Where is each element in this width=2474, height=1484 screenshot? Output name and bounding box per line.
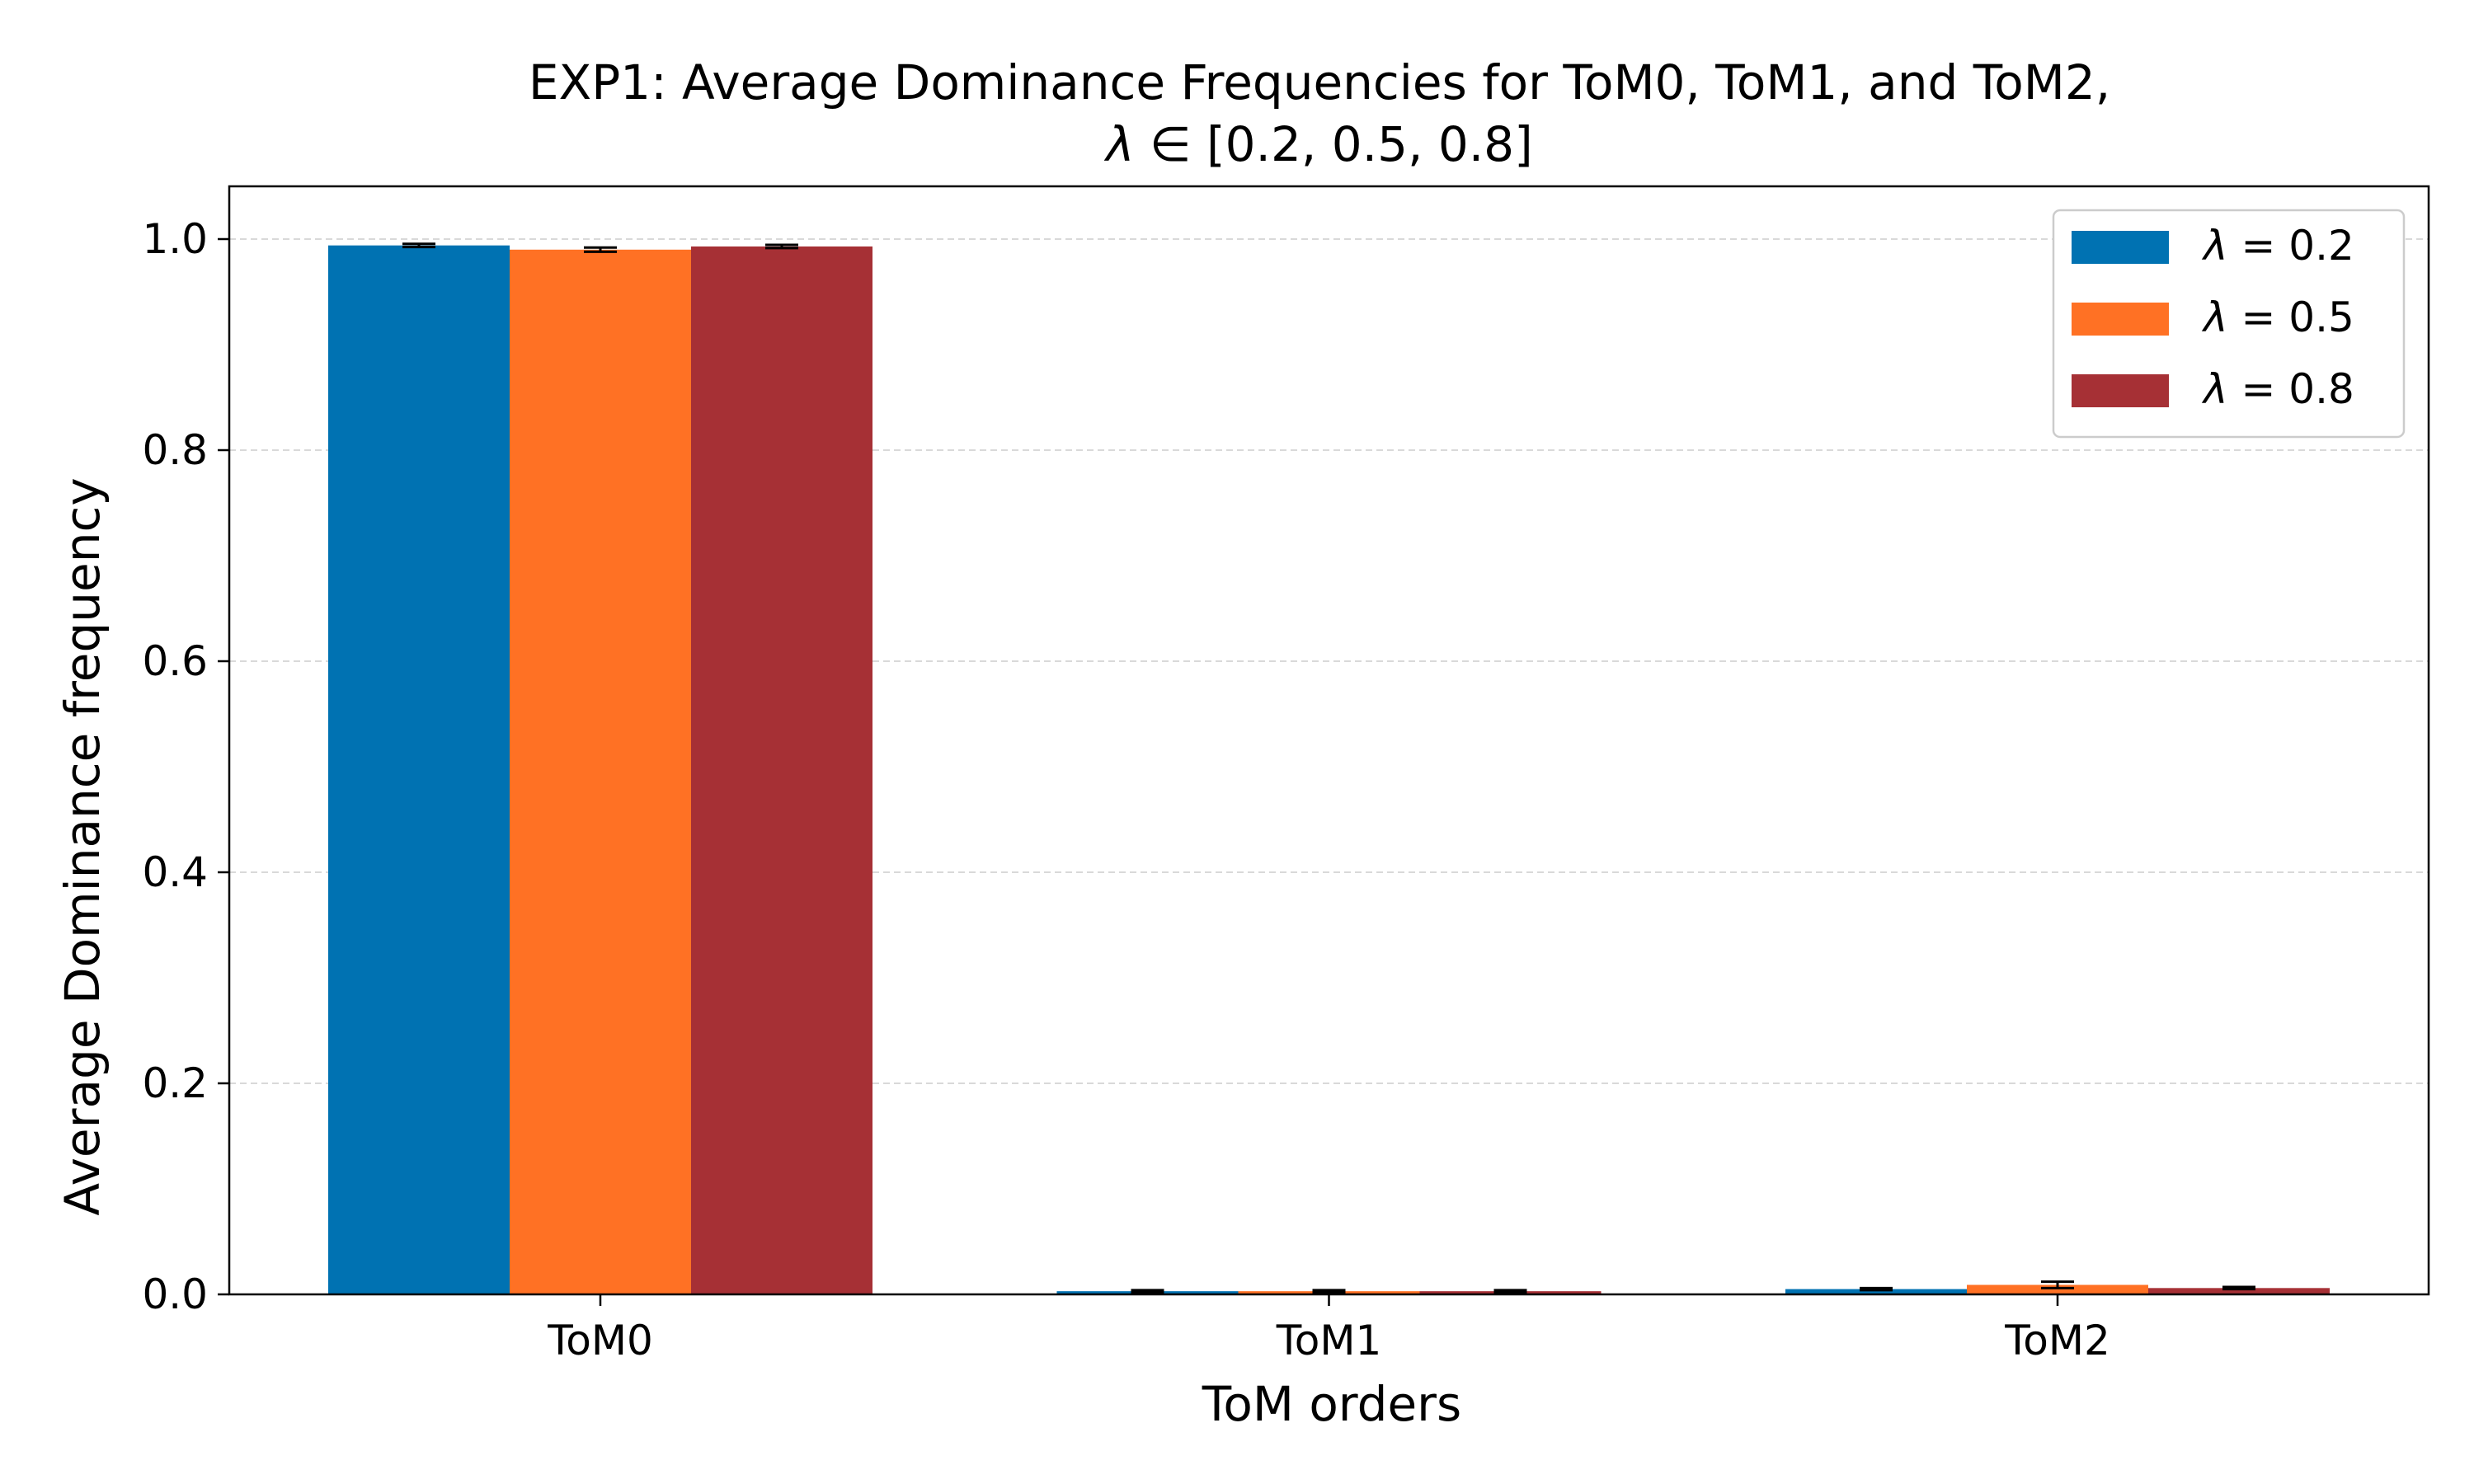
bar xyxy=(1967,1284,2148,1294)
legend-value-text: = 0.5 xyxy=(2228,294,2354,341)
legend-lambda-symbol: λ xyxy=(2201,294,2228,341)
bar xyxy=(328,245,510,1295)
legend-swatch xyxy=(2072,231,2169,264)
legend-swatch xyxy=(2072,374,2169,407)
legend-value-text: = 0.8 xyxy=(2228,365,2354,413)
x-tick-label: ToM1 xyxy=(1276,1317,1382,1364)
legend-label: λ = 0.2 xyxy=(2201,222,2354,270)
y-axis-label: Average Dominance frequency xyxy=(54,477,111,1215)
title-lambda-range: ∈ [0.2, 0.5, 0.8] xyxy=(1135,116,1533,172)
legend-label: λ = 0.8 xyxy=(2201,365,2354,413)
legend-lambda-symbol: λ xyxy=(2201,222,2228,270)
y-tick-label: 0.2 xyxy=(142,1059,208,1107)
legend-value-text: = 0.2 xyxy=(2228,222,2354,270)
x-axis-ticks: ToM0 ToM1 ToM2 xyxy=(547,1294,2110,1364)
bars xyxy=(328,245,2330,1295)
legend: λ = 0.2λ = 0.5λ = 0.8 xyxy=(2052,209,2406,439)
legend-lambda-symbol: λ xyxy=(2201,365,2228,413)
x-axis-label: ToM orders xyxy=(1202,1376,1461,1432)
chart-title-line2: λ ∈ [0.2, 0.5, 0.8] xyxy=(1103,116,1532,172)
title-lambda-symbol: λ xyxy=(1103,116,1134,172)
y-tick-label: 0.0 xyxy=(142,1270,208,1318)
legend-label: λ = 0.5 xyxy=(2201,294,2354,341)
chart-title-line1: EXP1: Average Dominance Frequencies for … xyxy=(529,54,2110,110)
x-tick-label: ToM0 xyxy=(547,1317,653,1364)
legend-swatch xyxy=(2072,303,2169,336)
bar xyxy=(691,246,872,1295)
y-tick-label: 0.6 xyxy=(142,637,208,685)
y-tick-label: 1.0 xyxy=(142,215,208,263)
x-tick-label: ToM2 xyxy=(2004,1317,2110,1364)
bar xyxy=(2148,1288,2330,1294)
y-tick-label: 0.4 xyxy=(142,848,208,896)
bar xyxy=(510,249,691,1294)
bar xyxy=(1785,1289,1967,1294)
y-tick-label: 0.8 xyxy=(142,426,208,474)
error-bars xyxy=(402,242,2255,1294)
y-axis-ticks: 0.0 0.2 0.4 0.6 0.8 1.0 xyxy=(142,215,229,1318)
